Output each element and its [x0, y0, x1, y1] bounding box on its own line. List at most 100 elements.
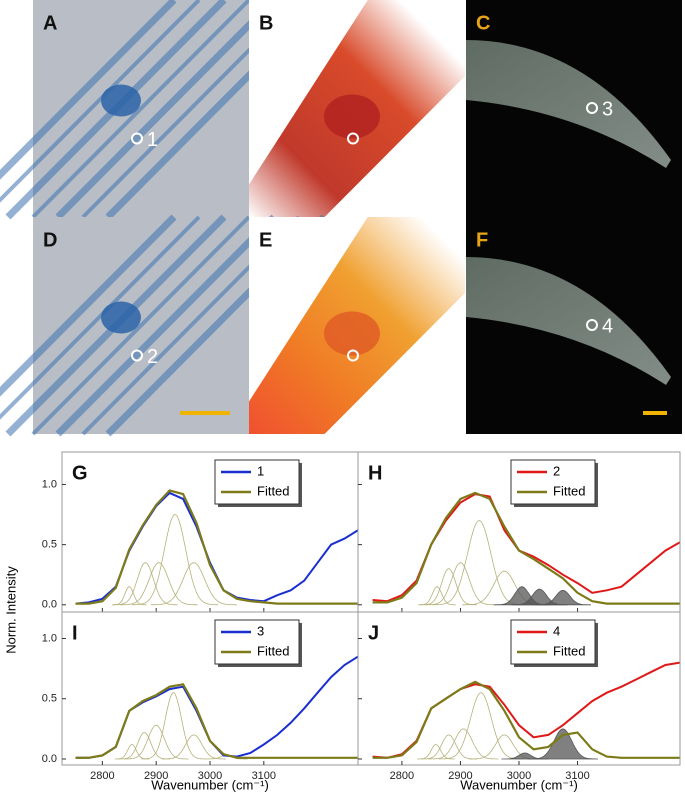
series-line — [75, 491, 358, 605]
plot-area — [372, 661, 680, 760]
panel-letter: C — [476, 12, 490, 34]
fiber — [55, 214, 277, 437]
roi-label: 2 — [147, 346, 158, 368]
legend: 3 Fitted — [214, 619, 302, 667]
worm-body — [466, 257, 671, 385]
scale-bar — [643, 411, 667, 415]
panel-letter: B — [259, 12, 273, 34]
worm-body — [466, 40, 671, 168]
x-tick-label: 2900 — [144, 770, 168, 782]
component-peak — [150, 562, 237, 606]
component-peak — [141, 692, 206, 760]
roi-marker — [131, 349, 143, 362]
roi-marker — [131, 132, 143, 145]
image-panel: A1 — [0, 0, 327, 220]
legend-label: Fitted — [553, 643, 586, 658]
series-line — [75, 683, 358, 759]
fiber — [0, 214, 177, 397]
series-line — [75, 489, 358, 605]
legend-box — [510, 459, 596, 505]
image-panel: F4 — [466, 217, 682, 434]
x-tick-label: 3100 — [252, 770, 276, 782]
component-peak — [112, 586, 147, 606]
plot-area — [75, 489, 358, 606]
legend-label: 3 — [257, 623, 264, 638]
cell — [324, 94, 380, 139]
series-line — [372, 493, 680, 603]
component-peak — [113, 562, 178, 606]
roi-marker — [347, 349, 359, 362]
y-tick-label: 0.0 — [42, 753, 57, 765]
fiber — [31, 0, 251, 219]
legend: 1 Fitted — [214, 459, 302, 507]
legend-box — [214, 459, 300, 505]
plot-frame — [61, 451, 359, 613]
plot-area — [75, 655, 358, 760]
y-axis-label: Norm. Intensity — [3, 566, 18, 654]
component-peak — [131, 514, 219, 606]
y-tick-label: 0.0 — [42, 599, 57, 611]
x-tick-label: 2800 — [90, 770, 114, 782]
legend-label: 2 — [553, 463, 560, 478]
component-peak — [425, 562, 496, 606]
panel-letter: F — [476, 229, 488, 251]
x-tick-label: 3000 — [198, 770, 222, 782]
component-peak — [120, 562, 198, 606]
fiber — [0, 0, 201, 203]
roi-marker — [586, 102, 598, 114]
component-peak — [420, 734, 477, 760]
component-peak — [114, 744, 150, 760]
legend-label: Fitted — [553, 483, 586, 498]
series-line — [372, 680, 680, 759]
x-tick-label: 3000 — [507, 770, 531, 782]
y-tick-label: 1.0 — [42, 632, 57, 644]
y-tick-label: 1.0 — [42, 478, 57, 490]
cell — [101, 84, 141, 117]
cell — [101, 301, 141, 334]
legend: 4 Fitted — [510, 619, 598, 667]
x-tick-label: 2900 — [448, 770, 472, 782]
component-peak — [534, 589, 591, 606]
x-axis-label: Wavenumber (cm⁻¹) — [151, 777, 269, 792]
component-peak — [420, 568, 477, 606]
series-line — [372, 491, 680, 605]
roi-label: 3 — [602, 98, 613, 120]
component-peak — [428, 728, 499, 760]
fiber — [0, 0, 177, 180]
legend-label: 1 — [257, 463, 264, 478]
y-tick-label: 0.5 — [42, 539, 57, 551]
panel-letter: E — [259, 229, 272, 251]
panel-letter: G — [72, 462, 88, 484]
legend-label: Fitted — [257, 483, 290, 498]
image-panel: C3 — [466, 0, 682, 217]
fiber — [31, 215, 251, 436]
roi-marker — [347, 132, 359, 145]
legend-label: Fitted — [257, 643, 290, 658]
scale-bar — [180, 411, 230, 415]
fiber — [0, 215, 201, 420]
x-tick-label: 2800 — [390, 770, 414, 782]
roi-label: 4 — [602, 315, 613, 337]
panel-letter: H — [368, 462, 382, 484]
legend: 2 Fitted — [510, 459, 598, 507]
component-peak — [118, 732, 171, 760]
cell — [324, 311, 380, 356]
panel-letter: A — [43, 12, 57, 34]
roi-label: 1 — [147, 129, 158, 151]
component-peak — [527, 728, 598, 760]
y-tick-label: 0.5 — [42, 693, 57, 705]
roi-marker — [586, 319, 598, 331]
component-peak — [418, 586, 456, 606]
image-panel: E — [249, 217, 465, 434]
image-panel: B — [249, 0, 465, 217]
plot-area — [372, 491, 680, 606]
x-axis-label: Wavenumber (cm⁻¹) — [460, 777, 578, 792]
panel-letter: I — [72, 622, 78, 644]
panel-letter: J — [368, 622, 379, 644]
x-tick-label: 3100 — [565, 770, 589, 782]
image-panel: D2 — [0, 214, 327, 437]
legend-box — [510, 619, 596, 665]
panel-letter: D — [43, 229, 57, 251]
legend-label: 4 — [553, 623, 560, 638]
